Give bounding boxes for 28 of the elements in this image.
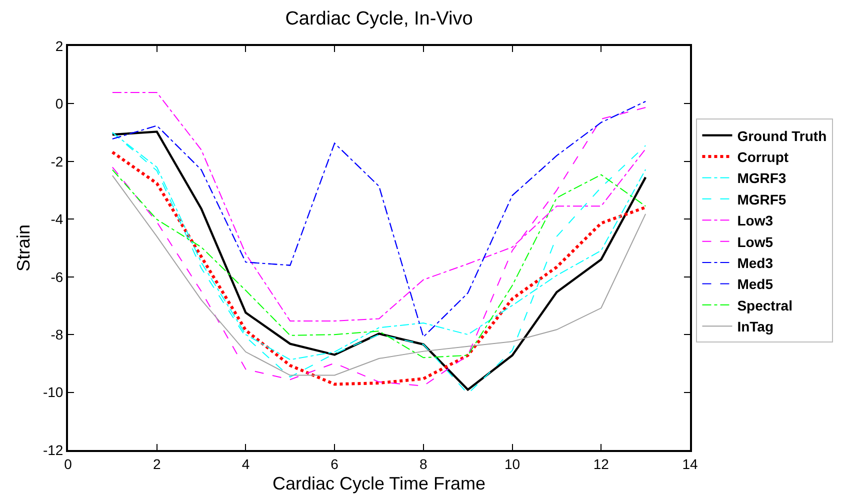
x-tick-label: 14 [682, 456, 698, 472]
legend-label: Corrupt [737, 148, 789, 165]
y-axis-title: Strain [14, 224, 34, 272]
legend-label: Low3 [737, 212, 774, 229]
legend-label: Spectral [737, 297, 792, 314]
x-axis-title: Cardiac Cycle Time Frame [272, 473, 486, 494]
legend-label: Med3 [737, 254, 774, 271]
legend-label: Med5 [737, 276, 774, 292]
y-tick-label: 0 [55, 96, 64, 112]
y-tick-label: -12 [42, 442, 64, 458]
y-tick-label: -2 [50, 153, 64, 170]
legend-label: InTag [737, 318, 774, 335]
legend-label: MGRF5 [737, 191, 786, 208]
y-tick-label: -6 [50, 268, 64, 285]
legend-label: Ground Truth [737, 128, 827, 144]
x-tick-label: 4 [242, 456, 250, 472]
y-tick-label: 2 [55, 38, 64, 54]
legend-label: MGRF3 [737, 170, 786, 186]
x-tick-label: 6 [330, 456, 339, 472]
chart-title: Cardiac Cycle, In-Vivo [285, 8, 473, 30]
y-tick-label: -4 [50, 211, 64, 228]
y-tick-label: -8 [50, 326, 64, 342]
y-tick-label: -10 [42, 384, 64, 400]
x-tick-label: 8 [420, 456, 428, 472]
x-tick-label: 2 [152, 456, 161, 472]
x-tick-label: 10 [504, 456, 520, 472]
x-tick-label: 12 [593, 456, 610, 472]
legend-label: Low5 [737, 234, 774, 250]
